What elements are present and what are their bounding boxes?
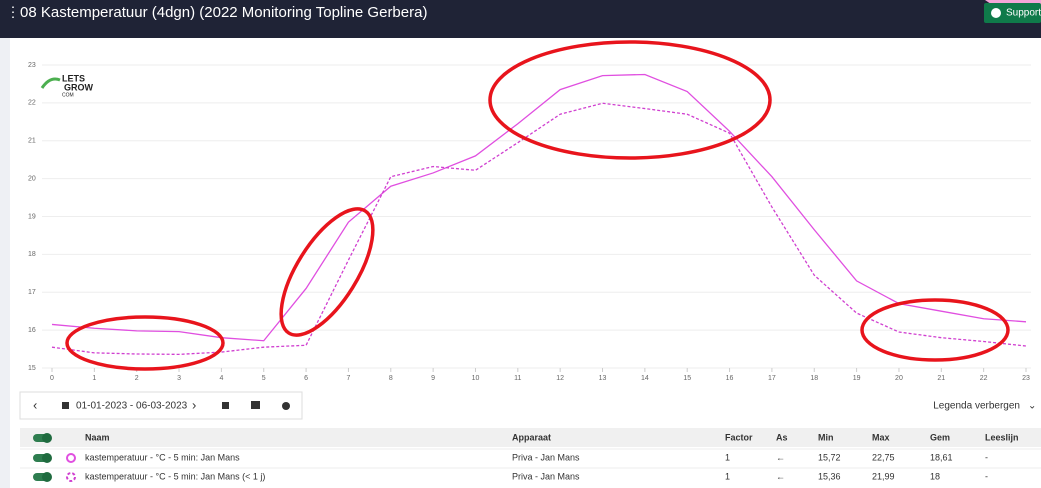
chevron[interactable]: ⌄ bbox=[1028, 401, 1036, 412]
x-tick-label: 13 bbox=[599, 375, 607, 382]
x-tick-label: 1 bbox=[92, 375, 96, 382]
logo: LETS GROW COM bbox=[40, 73, 94, 98]
y-tick-label: 17 bbox=[28, 289, 36, 296]
column-header: Factor bbox=[725, 432, 753, 442]
page-title: 08 Kastemperatuur (4dgn) (2022 Monitorin… bbox=[20, 4, 427, 21]
cell: ← bbox=[776, 452, 785, 462]
series-icon bbox=[66, 453, 76, 463]
series-name: kastemperatuur - °C - 5 min: Jan Mans (<… bbox=[85, 471, 265, 481]
logo-text: GROW bbox=[64, 82, 94, 92]
toolbar: ‹ 01-01-2023 - 06-03-2023 › Legenda verb… bbox=[19, 391, 1036, 420]
column-header: Min bbox=[818, 432, 834, 442]
card bbox=[10, 38, 1041, 488]
legend-toggle[interactable]: Legenda verbergen bbox=[933, 401, 1020, 412]
cell: Priva - Jan Mans bbox=[512, 452, 580, 462]
x-tick-label: 0 bbox=[50, 375, 54, 382]
settings-button[interactable] bbox=[282, 402, 290, 410]
x-tick-label: 5 bbox=[262, 375, 266, 382]
series-line bbox=[51, 102, 1027, 356]
x-tick-label: 21 bbox=[937, 375, 945, 382]
cell: 22,75 bbox=[872, 452, 895, 462]
note-button[interactable] bbox=[222, 402, 229, 409]
column-header: Gem bbox=[930, 432, 950, 442]
cell: 15,36 bbox=[818, 471, 841, 481]
support-button[interactable] bbox=[984, 3, 1041, 23]
x-tick-label: 17 bbox=[768, 375, 776, 382]
x-tick-label: 18 bbox=[810, 375, 818, 382]
x-tick-label: 19 bbox=[853, 375, 861, 382]
column-header: Naam bbox=[85, 432, 110, 442]
x-tick-label: 16 bbox=[726, 375, 734, 382]
header-bar bbox=[0, 0, 1041, 38]
annotation-ellipse bbox=[279, 207, 375, 337]
y-tick-label: 23 bbox=[28, 62, 36, 69]
x-tick-label: 9 bbox=[431, 375, 435, 382]
x-tick-label: 20 bbox=[895, 375, 903, 382]
logo-text: LETS bbox=[62, 73, 85, 83]
column-header: Max bbox=[872, 432, 890, 442]
y-tick-label: 20 bbox=[28, 175, 36, 182]
y-tick-label: 18 bbox=[28, 251, 36, 258]
help-icon bbox=[991, 8, 1001, 18]
x-tick-label: 10 bbox=[472, 375, 480, 382]
cell: ← bbox=[776, 471, 785, 481]
x-tick-label: 3 bbox=[177, 375, 181, 382]
column-header: Leeslijn bbox=[985, 432, 1019, 442]
image-button[interactable] bbox=[251, 401, 260, 409]
table-header bbox=[20, 428, 1041, 447]
cell: - bbox=[985, 452, 988, 462]
annotation-ellipse bbox=[488, 40, 772, 160]
toggle-knob bbox=[42, 472, 52, 482]
toggle-knob bbox=[42, 433, 52, 443]
y-tick-label: 22 bbox=[28, 100, 36, 107]
cell: 18,61 bbox=[930, 452, 953, 462]
annotations bbox=[65, 40, 1010, 371]
y-tick-label: 19 bbox=[28, 213, 36, 220]
calendar-icon bbox=[62, 402, 69, 409]
series-icon bbox=[66, 472, 76, 482]
toolbar-frame bbox=[19, 391, 303, 420]
series-name: kastemperatuur - °C - 5 min: Jan Mans bbox=[85, 452, 240, 462]
cell: 15,72 bbox=[818, 452, 841, 462]
cell: 1 bbox=[725, 452, 730, 462]
annotation-ellipse bbox=[65, 315, 225, 371]
x-tick-label: 11 bbox=[514, 375, 521, 382]
cell: 1 bbox=[725, 471, 730, 481]
toggle-knob bbox=[42, 453, 52, 463]
y-tick-label: 21 bbox=[28, 138, 36, 145]
x-tick-label: 7 bbox=[346, 375, 350, 382]
column-header: Apparaat bbox=[512, 432, 551, 442]
x-tick-label: 6 bbox=[304, 375, 308, 382]
x-tick-label: 12 bbox=[556, 375, 564, 382]
logo-leaf bbox=[40, 77, 61, 89]
column-header: As bbox=[776, 432, 788, 442]
x-tick-label: 4 bbox=[219, 375, 223, 382]
x-tick-label: 14 bbox=[641, 375, 649, 382]
cell: 18 bbox=[930, 471, 940, 481]
x-tick-label: 15 bbox=[683, 375, 691, 382]
menu-icon[interactable]: ⋮ bbox=[6, 4, 20, 20]
logo-text: COM bbox=[62, 92, 74, 98]
annotation-ellipse bbox=[860, 298, 1010, 362]
prev-button[interactable]: ‹ bbox=[33, 397, 37, 412]
y-tick-label: 16 bbox=[28, 327, 36, 334]
date-range[interactable]: 01-01-2023 - 06-03-2023 bbox=[76, 401, 188, 412]
support-label[interactable]: Support bbox=[1006, 8, 1041, 19]
cell: Priva - Jan Mans bbox=[512, 471, 580, 481]
x-tick-label: 22 bbox=[980, 375, 988, 382]
x-tick-label: 2 bbox=[135, 375, 139, 382]
y-tick-label: 15 bbox=[28, 365, 36, 372]
x-tick-label: 23 bbox=[1022, 375, 1030, 382]
x-tick-label: 8 bbox=[389, 375, 393, 382]
series-line bbox=[51, 73, 1027, 342]
cell: - bbox=[985, 471, 988, 481]
cell: 21,99 bbox=[872, 471, 895, 481]
next-button[interactable]: › bbox=[192, 397, 196, 412]
